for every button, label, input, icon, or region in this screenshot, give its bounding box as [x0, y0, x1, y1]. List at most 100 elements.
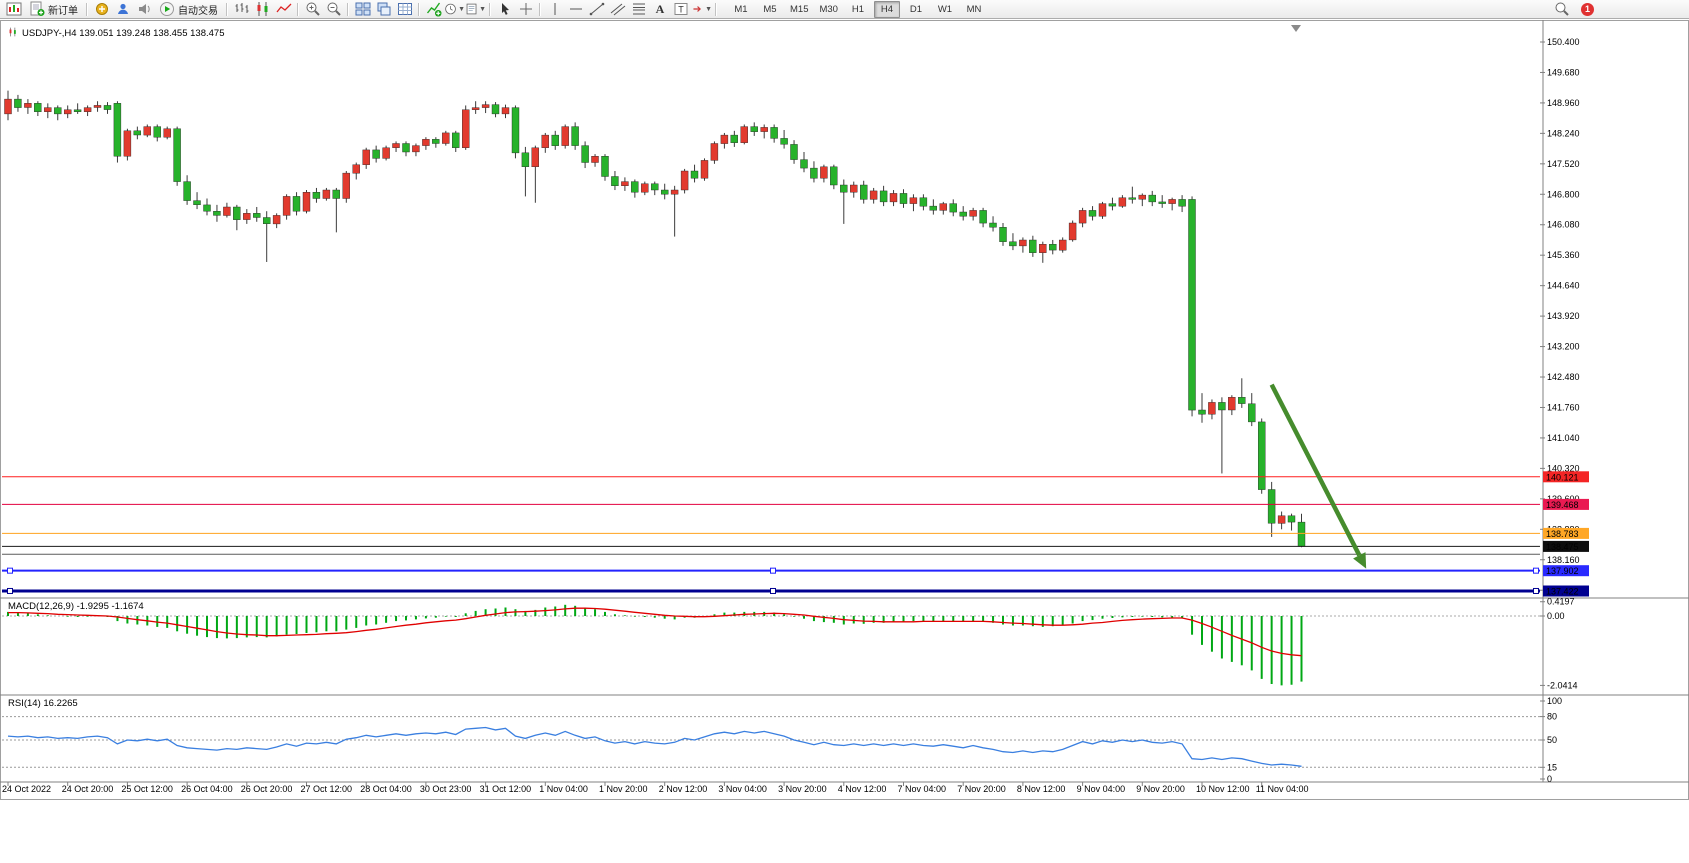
- svg-text:140.121: 140.121: [1546, 472, 1579, 482]
- toolbar-separator: [226, 2, 228, 16]
- grid-icon[interactable]: [394, 1, 415, 18]
- crosshair-icon[interactable]: [515, 1, 536, 18]
- hline-handle[interactable]: [770, 567, 776, 574]
- charts-icon-glyph: [6, 2, 21, 16]
- timeframe-group: M1 M5 M15 M30 H1 H4 D1 W1 MN: [728, 0, 987, 18]
- trendline-icon[interactable]: [586, 1, 607, 18]
- svg-text:141.760: 141.760: [1547, 402, 1580, 412]
- charts-icon[interactable]: [3, 1, 24, 18]
- trend-arrow[interactable]: [1269, 383, 1367, 569]
- hline-handle[interactable]: [1533, 567, 1539, 574]
- arrows-icon[interactable]: ▼: [691, 1, 712, 18]
- profile-icon[interactable]: [112, 1, 133, 18]
- new-order-button[interactable]: 新订单: [24, 1, 83, 18]
- chart-window[interactable]: 150.400 149.680 148.960 148.240 147.520 146.8…: [0, 20, 1689, 863]
- news-icon[interactable]: [133, 1, 154, 18]
- horizontal-line-icon[interactable]: [565, 1, 586, 18]
- line-chart-icon[interactable]: [273, 1, 294, 18]
- algo-trading-icon[interactable]: [91, 1, 112, 18]
- price-label-137.902: 137.902: [1543, 565, 1589, 577]
- channel-icon[interactable]: [607, 1, 628, 18]
- chart-canvas[interactable]: 150.400 149.680 148.960 148.240 147.520 146.8…: [0, 20, 1689, 800]
- toolbar-separator: [489, 2, 491, 16]
- dropdown-caret-icon[interactable]: ▼: [705, 5, 712, 13]
- grid-icon-glyph: [397, 3, 412, 15]
- svg-text:143.920: 143.920: [1547, 311, 1580, 321]
- svg-text:100: 100: [1547, 696, 1562, 706]
- search-icon[interactable]: [1551, 1, 1572, 18]
- indicators-icon-glyph: [426, 2, 441, 17]
- svg-text:1 Nov 20:00: 1 Nov 20:00: [599, 784, 648, 794]
- svg-text:146.080: 146.080: [1547, 220, 1580, 230]
- candlestick-chart-icon-glyph: [257, 2, 267, 16]
- cursor-icon-glyph: [501, 3, 509, 15]
- zoom-in-icon[interactable]: [302, 1, 323, 18]
- svg-text:9 Nov 04:00: 9 Nov 04:00: [1077, 784, 1126, 794]
- svg-text:143.200: 143.200: [1547, 342, 1580, 352]
- svg-text:138.783: 138.783: [1546, 529, 1579, 539]
- periods-icon-glyph: [445, 3, 456, 15]
- vertical-line-icon-glyph: [554, 3, 555, 15]
- toolbar-separator: [347, 2, 349, 16]
- timeframe-button-m1[interactable]: M1: [734, 3, 748, 15]
- hline-handle[interactable]: [770, 587, 776, 594]
- svg-text:80: 80: [1547, 712, 1557, 722]
- templates-icon-glyph: [466, 3, 477, 15]
- timeframe-button-d1[interactable]: D1: [909, 3, 923, 15]
- candlestick-chart-icon[interactable]: [252, 1, 273, 18]
- tile-windows-icon[interactable]: [352, 1, 373, 18]
- macd-histogram: [7, 604, 1303, 686]
- chart-shift-marker[interactable]: [1291, 25, 1301, 32]
- timeframe-button-h1[interactable]: H1: [851, 3, 865, 15]
- svg-text:149.680: 149.680: [1547, 67, 1580, 77]
- rsi-levels: [2, 716, 1540, 768]
- timeframe-button-m30[interactable]: M30: [819, 3, 838, 15]
- hline-handle[interactable]: [1533, 587, 1539, 594]
- timeframe-button-m5[interactable]: M5: [763, 3, 777, 15]
- vertical-line-icon[interactable]: [544, 1, 565, 18]
- svg-text:137.902: 137.902: [1546, 566, 1579, 576]
- chart-title-glyph: [9, 27, 16, 37]
- timeframe-button-h4[interactable]: H4: [873, 0, 900, 18]
- hline-handle[interactable]: [7, 587, 13, 594]
- dropdown-caret-icon[interactable]: ▼: [458, 5, 465, 13]
- candlesticks: [4, 90, 1306, 548]
- text-icon[interactable]: A: [649, 1, 670, 18]
- bar-chart-icon[interactable]: [231, 1, 252, 18]
- notification-badge[interactable]: 1: [1581, 2, 1594, 16]
- toolbar-separator: [539, 2, 541, 16]
- new-order-button-label: 新订单: [48, 5, 78, 17]
- svg-text:138.160: 138.160: [1547, 555, 1580, 565]
- toolbar-right: 1: [1551, 1, 1594, 18]
- text-label-icon[interactable]: T: [670, 1, 691, 18]
- hline-handle[interactable]: [7, 567, 13, 574]
- bar-chart-icon-glyph: [235, 3, 248, 13]
- timeframe-button-mn[interactable]: MN: [966, 3, 982, 15]
- svg-text:9 Nov 20:00: 9 Nov 20:00: [1136, 784, 1185, 794]
- svg-text:1 Nov 04:00: 1 Nov 04:00: [539, 784, 588, 794]
- price-label-140.121: 140.121: [1543, 471, 1589, 483]
- horizontal-lines[interactable]: [2, 476, 1540, 594]
- news-icon-glyph: [138, 4, 150, 14]
- price-label-138.475: 138.475: [1543, 540, 1589, 552]
- autotrading-button[interactable]: 自动交易: [154, 1, 223, 18]
- arrows-icon-glyph: [693, 6, 701, 12]
- templates-icon[interactable]: ▼: [465, 1, 486, 18]
- cursor-icon[interactable]: [494, 1, 515, 18]
- timeframe-button-m15[interactable]: M15: [790, 3, 809, 15]
- price-chart-svg[interactable]: 150.400 149.680 148.960 148.240 147.520 146.8…: [0, 20, 1689, 800]
- svg-text:138.475: 138.475: [1546, 542, 1579, 552]
- indicators-icon[interactable]: [423, 1, 444, 18]
- cascade-windows-icon[interactable]: [373, 1, 394, 18]
- search-icon-glyph: [1555, 2, 1569, 16]
- dropdown-caret-icon[interactable]: ▼: [479, 5, 486, 13]
- timeframe-button-w1[interactable]: W1: [937, 3, 953, 15]
- time-axis: 24 Oct 2022 24 Oct 20:00 25 Oct 12:00 26 Oc…: [2, 782, 1309, 794]
- crosshair-icon-glyph: [519, 3, 532, 15]
- chart-border: [0, 20, 1689, 800]
- zoom-out-icon[interactable]: [323, 1, 344, 18]
- periods-icon[interactable]: ▼: [444, 1, 465, 18]
- fibonacci-icon[interactable]: [628, 1, 649, 18]
- toolbar-separator: [297, 2, 299, 16]
- svg-text:7 Nov 04:00: 7 Nov 04:00: [898, 784, 947, 794]
